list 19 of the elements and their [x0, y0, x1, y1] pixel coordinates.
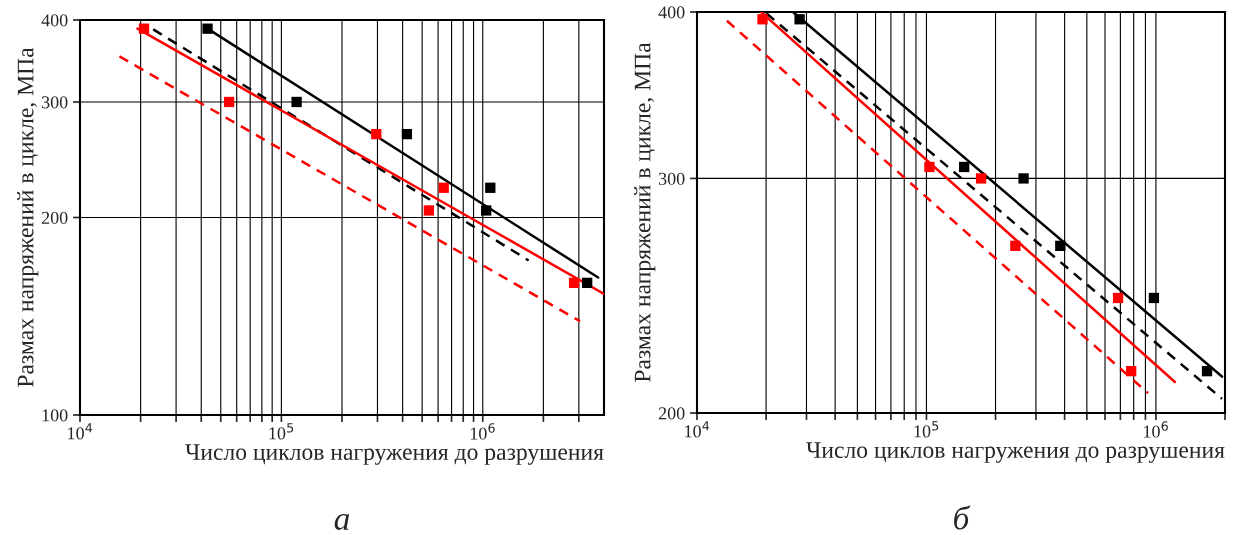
- x-tick-label: 10$^{5}$: [914, 421, 939, 438]
- x-tick-label: 10$^{6}$: [470, 423, 495, 440]
- y-tick-label: 400: [658, 6, 685, 19]
- text: б: [954, 505, 971, 530]
- text: а: [334, 513, 350, 531]
- y-tick-label: 300: [658, 172, 685, 185]
- y-axis-title: Размах напряжений в цикле, МПа: [17, 47, 39, 387]
- y-tick-label: 200: [41, 211, 68, 224]
- y-tick-label: 200: [658, 407, 685, 420]
- x-axis-title: Число циклов нагружения до разрушения: [806, 442, 1225, 463]
- y-tick-label: 400: [41, 14, 68, 27]
- x-tick-label: 10$^{6}$: [1144, 421, 1168, 438]
- y-tick-label: 300: [41, 96, 68, 109]
- y-axis-title: Размах напряжений в цикле, МПа: [634, 42, 656, 382]
- x-tick-label: 10$^{4}$: [685, 421, 710, 438]
- x-axis-title: Число циклов нагружения до разрушения: [185, 444, 604, 465]
- y-tick-label: 100: [42, 409, 68, 422]
- x-tick-label: 10$^{5}$: [269, 423, 294, 440]
- x-tick-label: 10$^{4}$: [68, 423, 93, 440]
